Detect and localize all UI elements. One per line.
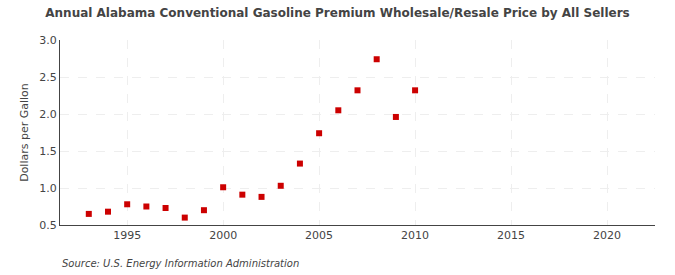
svg-text:1.5: 1.5 <box>39 145 57 158</box>
svg-text:3.0: 3.0 <box>39 34 57 47</box>
svg-text:Annual Alabama Conventional Ga: Annual Alabama Conventional Gasoline Pre… <box>45 6 629 20</box>
svg-text:1.0: 1.0 <box>39 182 57 195</box>
svg-text:0.5: 0.5 <box>39 219 57 232</box>
svg-text:2015: 2015 <box>497 229 525 242</box>
svg-text:2020: 2020 <box>593 229 621 242</box>
svg-text:Dollars per Gallon: Dollars per Gallon <box>18 83 31 182</box>
svg-text:2010: 2010 <box>401 229 429 242</box>
svg-text:2000: 2000 <box>209 229 237 242</box>
svg-text:2005: 2005 <box>305 229 333 242</box>
svg-text:2.5: 2.5 <box>39 71 57 84</box>
svg-text:1995: 1995 <box>113 229 141 242</box>
svg-text:2.0: 2.0 <box>39 108 57 121</box>
svg-text:Source: U.S. Energy Informatio: Source: U.S. Energy Information Administ… <box>62 258 299 269</box>
